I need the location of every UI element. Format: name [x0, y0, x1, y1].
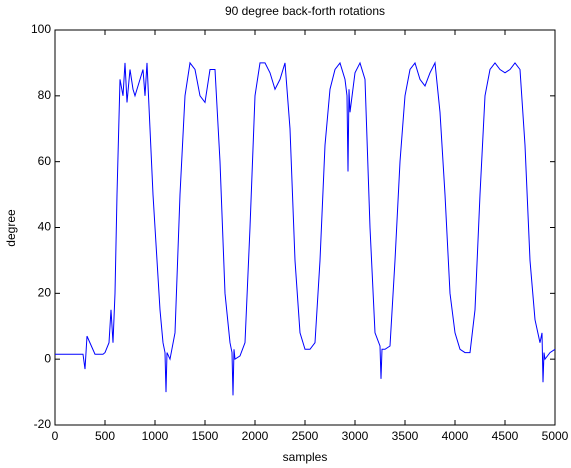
x-tick-label: 3000 — [342, 429, 369, 443]
x-tick-label: 5000 — [542, 429, 569, 443]
x-tick-label: 500 — [95, 429, 115, 443]
y-tick-label: 60 — [38, 154, 52, 168]
chart-title: 90 degree back-forth rotations — [225, 4, 385, 18]
y-tick-label: 0 — [44, 351, 51, 365]
y-tick-label: 20 — [38, 286, 52, 300]
y-tick-label: 100 — [31, 22, 51, 36]
x-tick-label: 1500 — [192, 429, 219, 443]
x-tick-label: 3500 — [392, 429, 419, 443]
x-tick-label: 4000 — [442, 429, 469, 443]
x-tick-label: 0 — [52, 429, 59, 443]
x-axis-label: samples — [283, 450, 328, 464]
data-line — [55, 61, 556, 396]
x-tick-label: 1000 — [142, 429, 169, 443]
x-tick-label: 2500 — [292, 429, 319, 443]
x-tick-label: 4500 — [492, 429, 519, 443]
y-tick-label: 80 — [38, 88, 52, 102]
y-axis-label: degree — [4, 209, 18, 247]
y-tick-label: -20 — [34, 417, 52, 431]
y-tick-label: 40 — [38, 220, 52, 234]
plot-frame — [54, 29, 556, 426]
x-tick-label: 2000 — [242, 429, 269, 443]
